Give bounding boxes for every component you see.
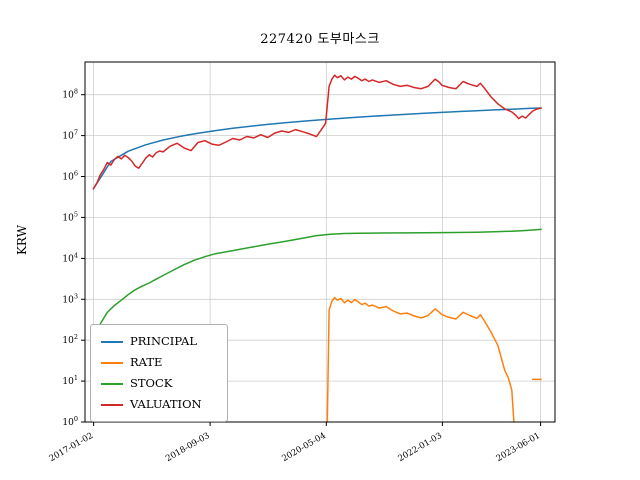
legend-swatch-valuation (101, 403, 123, 406)
y-tick-label: 102 (62, 333, 78, 346)
legend: PRINCIPAL RATE STOCK VALUATION (90, 324, 228, 422)
legend-item-principal: PRINCIPAL (101, 331, 217, 352)
legend-swatch-principal (101, 340, 123, 343)
x-tick-label: 2017-01-02 (48, 431, 95, 464)
series-line-principal (92, 107, 542, 190)
legend-label-principal: PRINCIPAL (130, 333, 197, 348)
series-line-stock (92, 228, 542, 342)
axes-frame (84, 61, 556, 423)
y-tick-label: 103 (62, 292, 78, 305)
legend-swatch-rate (101, 361, 123, 364)
series-line-valuation (92, 74, 542, 190)
legend-label-stock: STOCK (130, 375, 173, 390)
y-tick-label: 105 (62, 210, 78, 223)
x-tick-label: 2022-01-03 (396, 431, 443, 464)
legend-label-valuation: VALUATION (130, 396, 202, 411)
legend-swatch-stock (101, 382, 123, 385)
x-tick-label: 2023-06-01 (495, 431, 542, 464)
y-tick-label: 104 (62, 251, 78, 264)
chart-title: 227420 도부마스크 (260, 32, 380, 47)
legend-item-rate: RATE (101, 352, 217, 373)
x-tick-label: 2020-05-04 (280, 431, 327, 464)
legend-label-rate: RATE (130, 354, 163, 369)
y-tick-label: 101 (62, 374, 78, 387)
legend-item-valuation: VALUATION (101, 394, 217, 415)
series-line-rate (326, 296, 542, 423)
y-tick-label: 108 (62, 88, 78, 101)
y-tick-label: 100 (62, 415, 78, 428)
y-tick-label: 106 (62, 170, 78, 183)
x-tick-label: 2018-09-03 (164, 431, 211, 464)
legend-item-stock: STOCK (101, 373, 217, 394)
y-tick-label: 107 (62, 129, 78, 142)
